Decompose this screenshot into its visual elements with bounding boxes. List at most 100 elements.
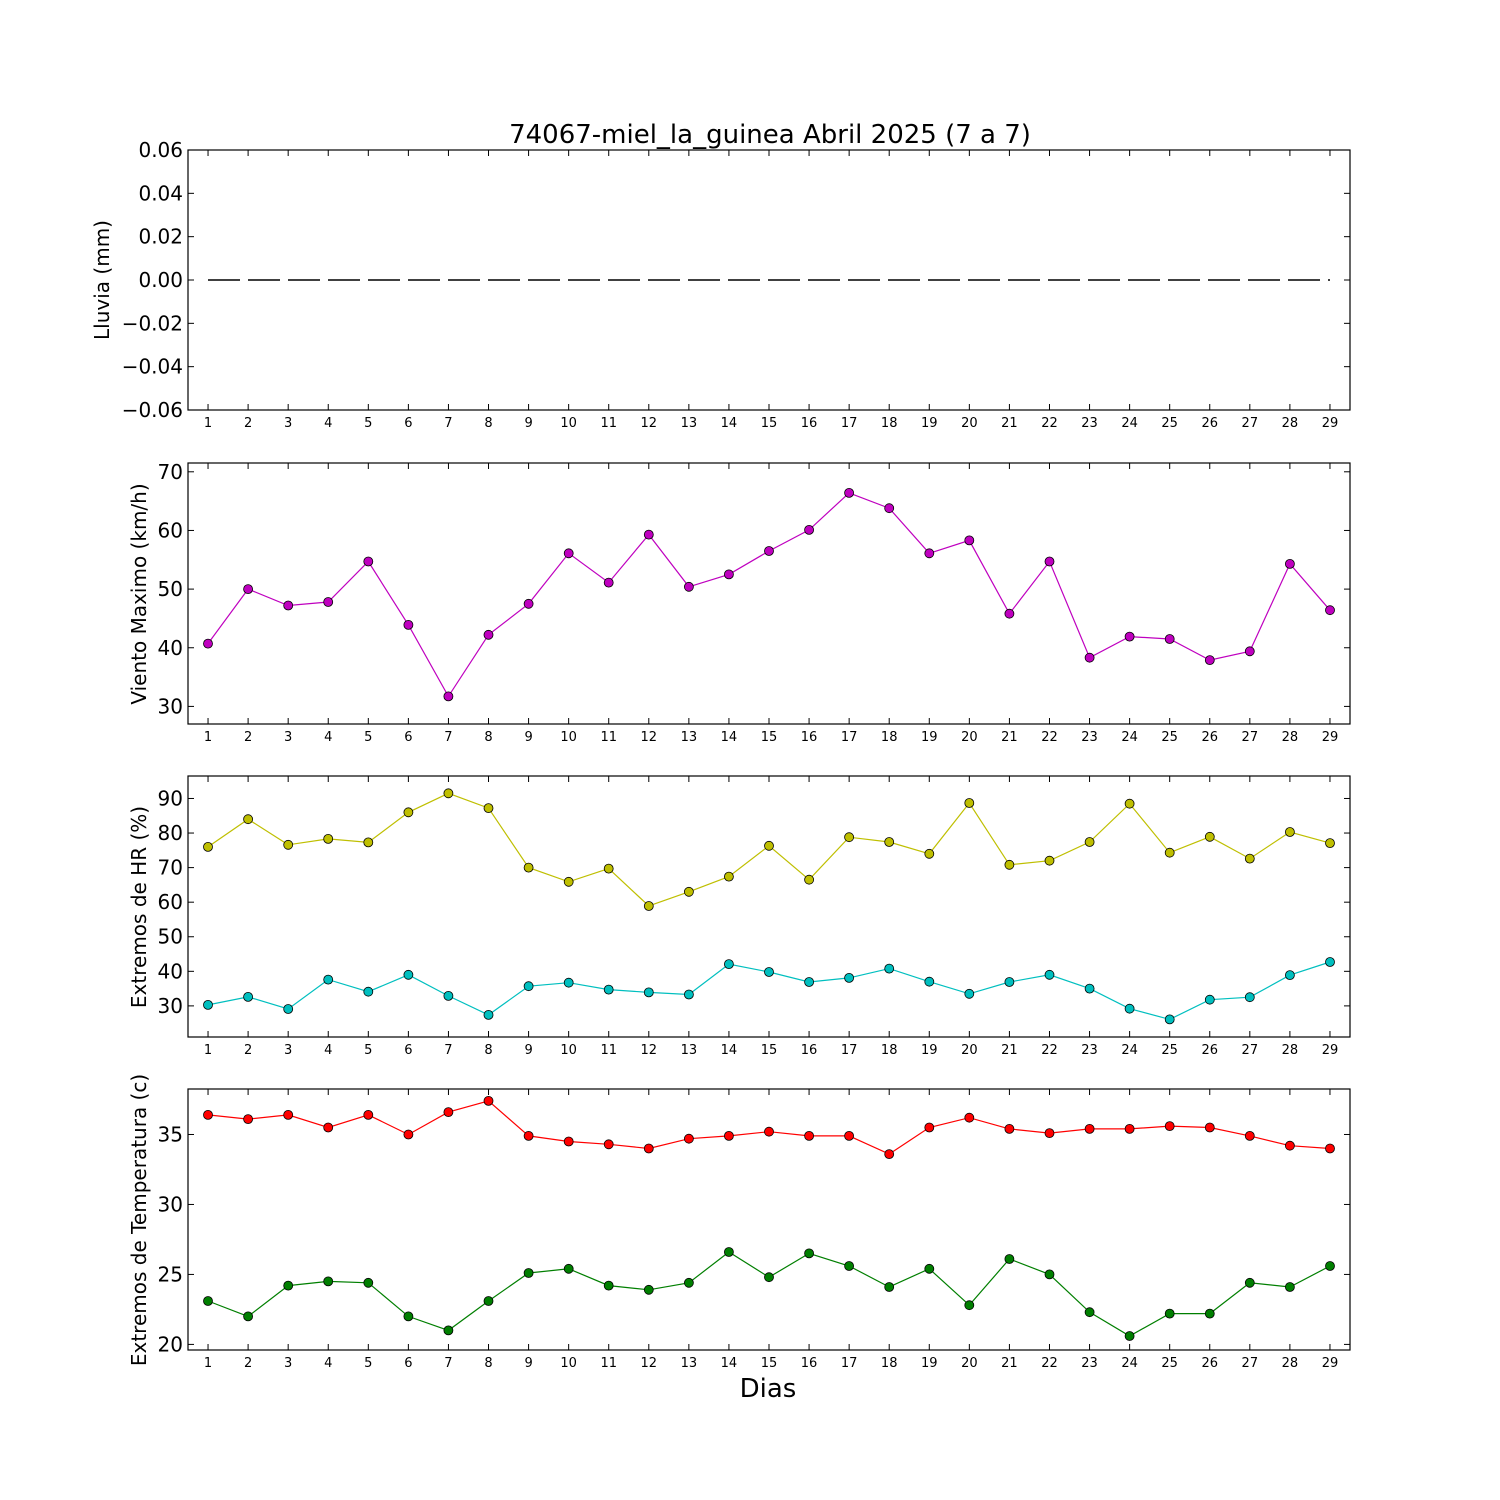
panel-viento-series-0-point-19 bbox=[924, 548, 935, 559]
panel-humedad-ytick-label: 70 bbox=[158, 856, 183, 880]
panel-humedad-series-0-point-6 bbox=[403, 807, 414, 818]
panel-humedad-series-1-point-14 bbox=[724, 959, 734, 969]
panel-humedad-series-1-point-5 bbox=[363, 986, 374, 997]
panel-temperatura-series-1-point-26 bbox=[1204, 1308, 1215, 1319]
panel-humedad-ytick-label: 40 bbox=[158, 959, 183, 983]
panel-viento-series-0-point-29 bbox=[1325, 605, 1335, 616]
panel-temperatura-series-1-point-12 bbox=[643, 1284, 654, 1295]
panel-humedad-xtick-label: 20 bbox=[961, 1043, 978, 1058]
panel-viento-ytick-label: 40 bbox=[158, 636, 183, 660]
panel-temperatura-xtick-label: 12 bbox=[641, 1356, 658, 1371]
panel-temperatura-series-0-point-4 bbox=[323, 1122, 334, 1133]
panel-temperatura-series-0-point-12 bbox=[643, 1143, 654, 1154]
panel-humedad-series-1-point-27 bbox=[1244, 992, 1255, 1003]
panel-temperatura-series-0-point-27 bbox=[1244, 1131, 1255, 1141]
panel-humedad-xtick-label: 25 bbox=[1161, 1043, 1178, 1058]
panel-lluvia-xtick-label: 28 bbox=[1282, 416, 1299, 431]
panel-temperatura-ylabel: Extremos de Temperatura (c) bbox=[127, 1074, 151, 1366]
panel-humedad-xtick-label: 5 bbox=[364, 1043, 372, 1058]
panel-humedad-xtick-label: 4 bbox=[324, 1043, 332, 1058]
panel-temperatura-xtick-label: 7 bbox=[444, 1356, 452, 1371]
panel-humedad-series-1-point-19 bbox=[924, 976, 935, 987]
panel-temperatura-xtick-label: 27 bbox=[1242, 1356, 1259, 1371]
panel-viento-ylabel: Viento Maximo (km/h) bbox=[127, 483, 151, 704]
panel-temperatura-series-1-point-9 bbox=[523, 1268, 534, 1278]
panel-temperatura-ytick-label: 20 bbox=[158, 1332, 183, 1356]
panel-lluvia-xtick-label: 1 bbox=[204, 416, 212, 431]
panel-viento-series-0-point-23 bbox=[1084, 652, 1095, 663]
panel-viento-series-0-point-13 bbox=[684, 581, 694, 592]
panel-humedad-series-0-point-1 bbox=[203, 842, 213, 852]
panel-humedad-series-1-point-3 bbox=[283, 1004, 294, 1014]
panel-humedad-series-0-point-22 bbox=[1044, 855, 1055, 866]
panel-temperatura-series-0-point-17 bbox=[844, 1131, 854, 1141]
panel-humedad-xtick-label: 11 bbox=[600, 1043, 617, 1058]
panel-temperatura-series-1-point-3 bbox=[283, 1280, 294, 1291]
panel-humedad-xtick-label: 6 bbox=[404, 1043, 412, 1058]
panel-humedad-series-0-point-4 bbox=[323, 834, 334, 844]
panel-humedad-series-0-point-11 bbox=[603, 863, 614, 874]
panel-humedad-series-0-point-10 bbox=[563, 876, 574, 887]
panel-lluvia-xtick-label: 11 bbox=[600, 416, 617, 431]
panel-lluvia-ytick-label: 0.02 bbox=[138, 225, 183, 249]
panel-humedad-xtick-label: 19 bbox=[921, 1043, 938, 1058]
panel-temperatura-xtick-label: 8 bbox=[484, 1356, 492, 1371]
panel-lluvia-xtick-label: 15 bbox=[761, 416, 778, 431]
panel-temperatura-series-0-point-6 bbox=[403, 1129, 414, 1140]
panel-viento-xtick-label: 27 bbox=[1242, 730, 1259, 745]
panel-temperatura-series-1-point-22 bbox=[1044, 1269, 1055, 1280]
panel-temperatura-series-1-point-29 bbox=[1325, 1261, 1335, 1271]
panel-humedad-series-0-point-5 bbox=[363, 837, 374, 848]
panel-viento-series-0-point-1 bbox=[203, 638, 213, 649]
panel-humedad-series-0-point-9 bbox=[523, 862, 534, 873]
panel-temperatura-series-0-point-29 bbox=[1325, 1143, 1335, 1154]
panel-viento-series-0-point-7 bbox=[443, 691, 454, 702]
panel-humedad-series-0-point-18 bbox=[884, 837, 895, 847]
panel-lluvia-xtick-label: 21 bbox=[1001, 416, 1018, 431]
panel-temperatura-xtick-label: 28 bbox=[1282, 1356, 1299, 1371]
panel-humedad-series-1-point-4 bbox=[323, 974, 334, 985]
panel-viento-series-0-point-17 bbox=[844, 487, 854, 498]
panel-humedad-series-0-point-25 bbox=[1164, 847, 1175, 858]
panel-humedad-series-1-point-9 bbox=[523, 981, 534, 992]
panel-humedad-ytick-label: 80 bbox=[158, 821, 183, 845]
panel-lluvia-ytick-label: −0.06 bbox=[122, 398, 183, 422]
panel-humedad-series-0-point-20 bbox=[964, 798, 975, 808]
panel-humedad-series-0-point-24 bbox=[1124, 798, 1135, 809]
panel-lluvia-xtick-label: 29 bbox=[1322, 416, 1339, 431]
panel-temperatura-xtick-label: 23 bbox=[1081, 1356, 1098, 1371]
panel-temperatura-series-0-point-10 bbox=[563, 1136, 574, 1147]
panel-viento-ytick-label: 60 bbox=[158, 518, 183, 542]
panel-humedad-series-0-point-13 bbox=[684, 886, 694, 897]
panel-humedad-xtick-label: 28 bbox=[1282, 1043, 1299, 1058]
panel-lluvia-xtick-label: 13 bbox=[681, 416, 698, 431]
panel-viento-xtick-label: 21 bbox=[1001, 730, 1018, 745]
panel-temperatura-series-0-point-26 bbox=[1204, 1122, 1215, 1133]
panel-temperatura-series-1-point-23 bbox=[1084, 1307, 1095, 1318]
panel-temperatura-series-1-point-21 bbox=[1004, 1254, 1015, 1264]
panel-humedad-series-0-point-3 bbox=[283, 839, 294, 850]
panel-humedad-xtick-label: 15 bbox=[761, 1043, 778, 1058]
panel-viento-series-0-point-4 bbox=[323, 597, 334, 607]
panel-viento-series-0-point-26 bbox=[1204, 655, 1215, 665]
panel-temperatura-xtick-label: 3 bbox=[284, 1356, 292, 1371]
panel-humedad-series-0-point-12 bbox=[643, 901, 654, 911]
panel-viento-xtick-label: 26 bbox=[1201, 730, 1218, 745]
panel-temperatura-series-0-point-15 bbox=[764, 1126, 774, 1137]
panel-viento-series-0-point-18 bbox=[884, 503, 895, 514]
panel-temperatura-series-0-point-28 bbox=[1285, 1140, 1295, 1151]
panel-lluvia-ytick-label: 0.00 bbox=[138, 268, 183, 292]
panel-lluvia-ytick-label: 0.04 bbox=[138, 181, 183, 205]
panel-temperatura-xtick-label: 22 bbox=[1041, 1356, 1058, 1371]
panel-viento-xtick-label: 28 bbox=[1282, 730, 1299, 745]
panel-viento-xtick-label: 9 bbox=[524, 730, 532, 745]
panel-viento-frame bbox=[187, 462, 1351, 725]
panel-humedad-series-1-point-18 bbox=[884, 963, 895, 974]
panel-humedad-xtick-label: 12 bbox=[641, 1043, 658, 1058]
panel-temperatura-series-0-point-2 bbox=[243, 1114, 254, 1124]
panel-temperatura-xtick-label: 10 bbox=[560, 1356, 577, 1371]
panel-temperatura-series-0-point-16 bbox=[804, 1131, 814, 1141]
panel-humedad-xtick-label: 26 bbox=[1201, 1043, 1218, 1058]
panel-viento-xtick-label: 1 bbox=[204, 730, 212, 745]
